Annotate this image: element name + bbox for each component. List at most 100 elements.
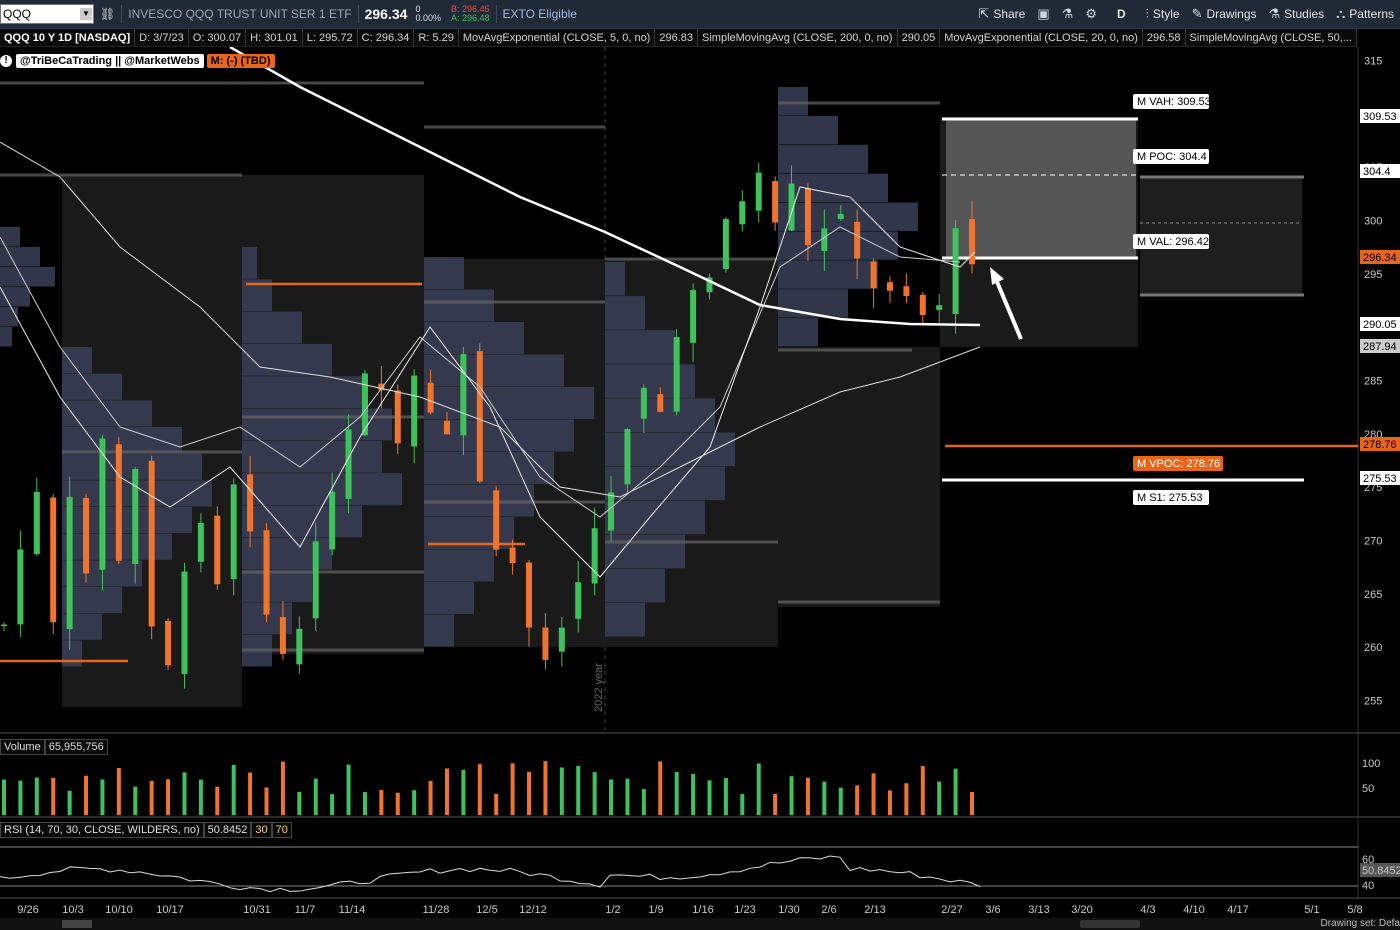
style-button[interactable]: ⫶ Style	[1140, 0, 1186, 29]
candle	[722, 217, 729, 273]
last-price: 296.34	[364, 6, 408, 22]
settings-button[interactable]: ⚙	[1079, 0, 1103, 29]
level-label-box	[1133, 234, 1209, 249]
volume-profile-bar	[242, 505, 362, 538]
timeframe-label: D	[1116, 7, 1126, 21]
divider	[121, 5, 123, 23]
drawing-set-label[interactable]: Drawing set: Defa	[1320, 918, 1400, 929]
ohlc-range: R: 5.29	[414, 29, 459, 46]
flask-icon: ⚗	[1061, 6, 1074, 21]
volume-bar	[543, 761, 548, 815]
candle-body	[493, 490, 500, 550]
volume-profile-bar	[242, 376, 362, 409]
date-tick: 11/7	[295, 904, 316, 916]
candle	[427, 369, 434, 415]
study-ema20[interactable]: MovAvgExponential (CLOSE, 20, 0, no)	[940, 29, 1143, 46]
candle	[214, 506, 221, 590]
volume-profile-bar	[0, 267, 55, 287]
rsi-label[interactable]: RSI (14, 70, 30, CLOSE, WILDERS, no)	[0, 822, 204, 838]
symbol-dropdown-icon[interactable]: ▼	[80, 8, 92, 20]
volume-bar	[34, 777, 39, 815]
volume-profile-bar	[424, 354, 564, 387]
candle-body	[608, 492, 615, 531]
study-sma200[interactable]: SimpleMovingAvg (CLOSE, 200, 0, no)	[698, 29, 898, 46]
candle	[706, 273, 713, 300]
volume-profile-bar	[605, 364, 695, 398]
symbol-input[interactable]	[0, 4, 94, 24]
candle-body	[296, 628, 303, 665]
drawings-button[interactable]: ✎ Drawings	[1186, 0, 1263, 29]
price-tag-text: 287.94	[1363, 341, 1397, 353]
volume-label[interactable]: Volume	[0, 739, 45, 755]
volume-bar	[412, 790, 417, 815]
price-tick: 315	[1364, 56, 1382, 68]
date-tick: 4/3	[1140, 904, 1155, 916]
volume-profile-bar	[424, 387, 594, 419]
date-tick: 10/10	[105, 904, 133, 916]
flask-button[interactable]: ⚗	[1056, 0, 1080, 29]
date-tick: 2/27	[941, 904, 962, 916]
warning-icon[interactable]: !	[0, 55, 12, 67]
volume-profile-bar	[242, 408, 392, 441]
chart-canvas[interactable]: M VAH: 309.53 M POC: 304.4 M VAL: 296.42 M …	[0, 47, 1400, 930]
volume-profile-bar	[424, 452, 554, 484]
date-tick: 3/20	[1071, 904, 1092, 916]
candle	[936, 294, 943, 323]
status-bar: Drawing set: Defa	[0, 918, 1400, 930]
candle	[329, 472, 336, 556]
volume-bar	[330, 794, 335, 815]
volume-bar	[789, 776, 794, 815]
candle-body	[804, 188, 811, 246]
candle-body	[591, 528, 598, 584]
candle	[66, 476, 73, 650]
volume-profile-bar	[424, 322, 524, 354]
watermark-row: ! @TriBeCaTrading || @MarketWebs M: (-) …	[0, 53, 275, 69]
candle	[837, 205, 844, 221]
screenshot-button[interactable]: ▣	[1031, 0, 1055, 29]
menu-icon[interactable]	[62, 920, 92, 928]
volume-profile-bar	[242, 473, 402, 505]
study-ema5[interactable]: MovAvgExponential (CLOSE, 5, 0, no)	[459, 29, 656, 46]
rsi-tick: 40	[1362, 880, 1374, 892]
share-button[interactable]: ⇱ Share	[972, 0, 1031, 29]
volume-bar	[379, 789, 384, 815]
candle	[132, 467, 139, 584]
volume-bar	[297, 791, 302, 815]
volume-profile-bar	[424, 289, 494, 322]
patterns-button[interactable]: ⛬ Patterns	[1330, 0, 1400, 29]
price-tag-text: 278.76	[1363, 439, 1397, 451]
candle	[247, 456, 254, 548]
candle-body	[230, 484, 237, 580]
volume-bar	[280, 761, 285, 815]
volume-bar	[723, 778, 728, 815]
candle-body	[788, 183, 795, 231]
candle	[279, 601, 286, 660]
candle-body	[33, 491, 40, 555]
change-stack: 0 0.00%	[415, 5, 441, 23]
price-chart[interactable]: M VAH: 309.53 M POC: 304.4 M VAL: 296.42 M …	[0, 47, 1400, 930]
study-sma50[interactable]: SimpleMovingAvg (CLOSE, 50,...	[1186, 29, 1357, 46]
price-tag: 275.53	[1360, 471, 1400, 485]
scrollbar-handle[interactable]	[1080, 920, 1140, 928]
volume-bar	[658, 761, 663, 815]
volume-profile-bar	[242, 311, 302, 344]
link-icon[interactable]: ⛓	[100, 7, 116, 21]
volume-bar	[100, 779, 105, 815]
candle-body	[837, 214, 844, 219]
timeframe-button[interactable]: D	[1103, 0, 1140, 29]
candle	[345, 414, 352, 514]
level-label-poc: M POC: 304.4	[1133, 149, 1209, 164]
volume-bar	[641, 789, 646, 815]
candle	[33, 477, 40, 556]
candle	[788, 165, 795, 232]
candle	[411, 369, 418, 464]
volume-profile-bar	[424, 257, 464, 289]
candle	[969, 200, 975, 274]
chart-title[interactable]: QQQ 10 Y 1D [NASDAQ]	[0, 29, 136, 46]
price-tick: 255	[1364, 696, 1382, 708]
candle	[903, 273, 910, 304]
ema20-line	[0, 226, 961, 518]
studies-button[interactable]: ⚗ Studies	[1263, 0, 1331, 29]
volume-bar	[887, 790, 892, 815]
